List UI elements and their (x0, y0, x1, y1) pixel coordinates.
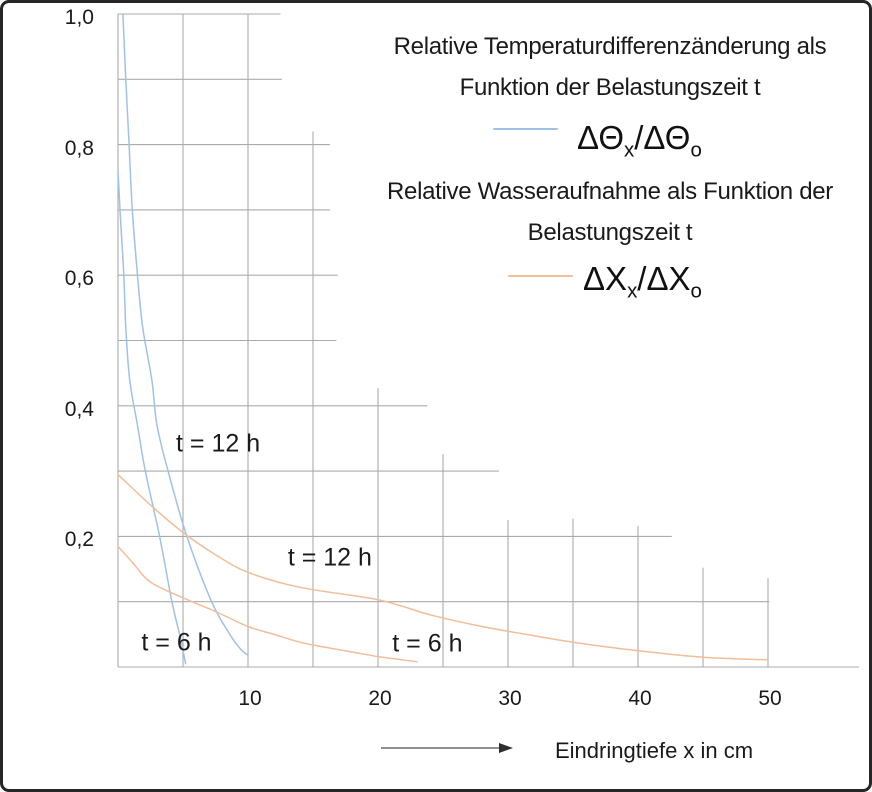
legend-formula-theta: ΔΘx/ΔΘo (577, 119, 702, 163)
x-tick-label: 10 (238, 687, 262, 710)
legend-formula-x: ΔXx/ΔXo (583, 260, 702, 304)
legend-line-x (508, 275, 573, 278)
x-tick-label: 50 (758, 687, 782, 710)
formula-subscript: x (624, 138, 635, 162)
chart-title-theta-line1: Relative Temperaturdifferenzänderung als (393, 33, 827, 60)
x-axis-arrow-icon (381, 743, 513, 753)
legend-line-theta (493, 128, 558, 131)
chart-title-x-line2: Belastungszeit t (527, 219, 693, 246)
y-tick-label: 0,2 (64, 528, 94, 552)
formula-subscript: o (690, 279, 702, 303)
arrow-head (499, 743, 513, 753)
y-tick-label: 0,6 (64, 267, 94, 291)
curve-theta_12h (122, 13, 249, 656)
x-axis-title: Eindringtiefe x in cm (555, 738, 754, 763)
curve-theta_6h (117, 169, 187, 665)
curve-label-x_6h: t = 6 h (392, 629, 463, 658)
formula-text: ΔΘ (577, 119, 625, 156)
curve-label-theta_6h: t = 6 h (141, 628, 212, 657)
chart-title-x-line1: Relative Wasseraufnahme als Funktion der (387, 178, 833, 205)
y-tick-label: 0,4 (64, 397, 94, 421)
formula-text: /ΔΘ (634, 119, 691, 156)
curve-label-x_12h: t = 12 h (287, 543, 372, 572)
formula-text: /ΔX (637, 260, 691, 297)
x-tick-label: 40 (628, 687, 652, 710)
formula-text: ΔX (583, 260, 628, 297)
y-tick-label: 1,0 (64, 6, 94, 29)
curve-x_12h (117, 473, 769, 661)
x-tick-label: 30 (498, 687, 522, 710)
formula-subscript: o (690, 138, 702, 162)
y-tick-label: 0,8 (64, 136, 94, 160)
data-curves (117, 13, 769, 665)
curve-label-theta_12h: t = 12 h (176, 429, 261, 458)
grid-lines (117, 13, 859, 668)
formula-subscript: x (627, 279, 638, 303)
x-tick-label: 20 (368, 687, 392, 710)
curve-x_6h (117, 545, 418, 663)
chart-title-theta-line2: Funktion der Belastungszeit t (459, 74, 761, 101)
